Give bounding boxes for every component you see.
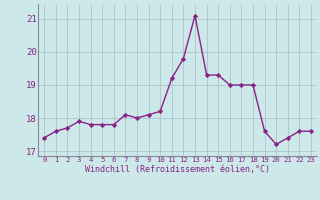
X-axis label: Windchill (Refroidissement éolien,°C): Windchill (Refroidissement éolien,°C) bbox=[85, 165, 270, 174]
